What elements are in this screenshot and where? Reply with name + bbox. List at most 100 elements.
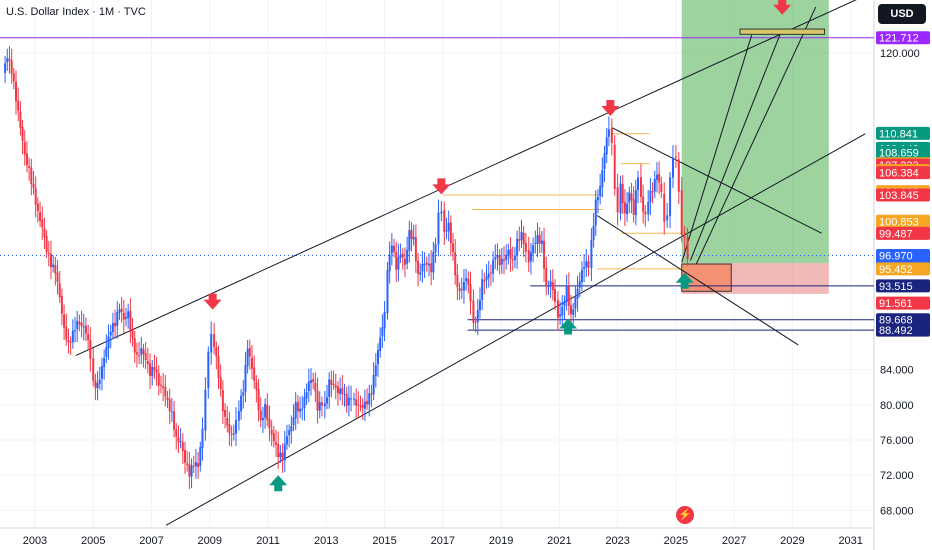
- price-label: 121.712: [876, 31, 930, 45]
- candle-body: [65, 326, 68, 340]
- candle-body: [84, 325, 87, 334]
- x-tick-label: 2027: [722, 535, 746, 547]
- candle-body: [513, 255, 516, 261]
- candle-body: [127, 311, 130, 319]
- price-label-text: 99.487: [879, 228, 913, 240]
- candle-body: [366, 401, 369, 405]
- price-label: 110.841: [876, 126, 930, 140]
- candle-body: [146, 361, 149, 365]
- candle-body: [221, 390, 224, 411]
- candle-body: [599, 186, 602, 197]
- price-label: 103.845: [876, 188, 930, 202]
- candle-body: [434, 244, 437, 253]
- candle-body: [80, 323, 83, 327]
- candle-body: [100, 366, 103, 379]
- candle-body: [240, 395, 243, 412]
- candle-body: [323, 403, 326, 407]
- candle-body: [111, 323, 114, 333]
- candle-body: [43, 228, 46, 238]
- candle-body: [605, 137, 608, 155]
- candle-body: [655, 174, 658, 180]
- candle-body: [257, 388, 260, 411]
- candle-body: [559, 314, 562, 317]
- candle-body: [170, 411, 173, 413]
- candle-body: [570, 305, 573, 315]
- candle-body: [403, 258, 406, 265]
- candle-body: [476, 310, 479, 323]
- candle-body: [155, 369, 158, 373]
- price-label-bg: [876, 262, 930, 276]
- candle-body: [478, 300, 481, 311]
- candle-body: [159, 384, 162, 386]
- candle-body: [359, 405, 362, 407]
- candle-body: [561, 306, 564, 316]
- candle-body: [237, 410, 240, 421]
- candle-body: [509, 249, 512, 259]
- candle-body: [565, 285, 568, 302]
- candle-body: [107, 336, 110, 349]
- x-tick-label: 2011: [256, 535, 280, 547]
- candle-body: [234, 420, 237, 434]
- candle-body: [621, 184, 624, 204]
- candle-body: [522, 232, 525, 245]
- candle-body: [232, 433, 235, 435]
- candle-body: [601, 169, 604, 188]
- candle-body: [592, 225, 595, 240]
- candle-body: [469, 284, 472, 302]
- candle-body: [194, 462, 197, 467]
- candle-body: [425, 262, 428, 265]
- candle-body: [318, 402, 321, 411]
- price-label: 88.492: [876, 323, 930, 337]
- candle-body: [336, 386, 339, 394]
- candle-body: [207, 351, 210, 389]
- up-arrow-icon: [675, 272, 694, 289]
- candle-body: [47, 252, 50, 255]
- candle-body: [177, 437, 180, 443]
- candle-body: [105, 347, 108, 357]
- x-tick-label: 2007: [139, 535, 163, 547]
- candle-body: [268, 418, 271, 429]
- candle-body: [181, 442, 184, 451]
- price-label-text: 110.841: [879, 128, 918, 140]
- candle-body: [458, 288, 461, 291]
- candle-body: [142, 349, 145, 355]
- candle-body: [524, 242, 527, 252]
- candle-body: [261, 418, 264, 421]
- candle-body: [594, 199, 597, 226]
- candle-body: [616, 187, 619, 213]
- candle-body: [632, 199, 635, 215]
- down-arrow-icon: [773, 0, 792, 15]
- price-label-bg: [876, 279, 930, 293]
- price-label-text: 106.384: [879, 168, 919, 180]
- price-label-bg: [876, 323, 930, 337]
- candle-body: [21, 126, 24, 142]
- candle-body: [518, 239, 521, 241]
- candle-body: [32, 183, 35, 188]
- candle-body: [109, 331, 112, 336]
- candle-body: [613, 144, 616, 189]
- candle-body: [576, 288, 579, 299]
- candle-body: [370, 393, 373, 395]
- candle-body: [54, 265, 57, 274]
- candle-body: [406, 249, 409, 264]
- candle-body: [580, 269, 583, 283]
- candle-body: [326, 397, 329, 404]
- candle-body: [383, 311, 386, 329]
- candle-body: [69, 341, 72, 343]
- candle-body: [330, 380, 333, 385]
- up-arrow-icon: [559, 318, 578, 335]
- candle-body: [74, 330, 77, 332]
- candle-body: [357, 404, 360, 406]
- candle-body: [590, 239, 593, 268]
- profit-zone: [681, 0, 829, 264]
- candle-body: [12, 73, 15, 82]
- currency-button[interactable]: USD: [878, 4, 926, 24]
- candle-body: [686, 237, 689, 260]
- x-tick-label: 2015: [372, 535, 396, 547]
- lightning-icon[interactable]: ⚡: [676, 506, 694, 524]
- candle-body: [153, 366, 156, 371]
- candle-body: [658, 173, 661, 183]
- candle-body: [259, 410, 262, 421]
- x-tick-label: 2005: [81, 535, 105, 547]
